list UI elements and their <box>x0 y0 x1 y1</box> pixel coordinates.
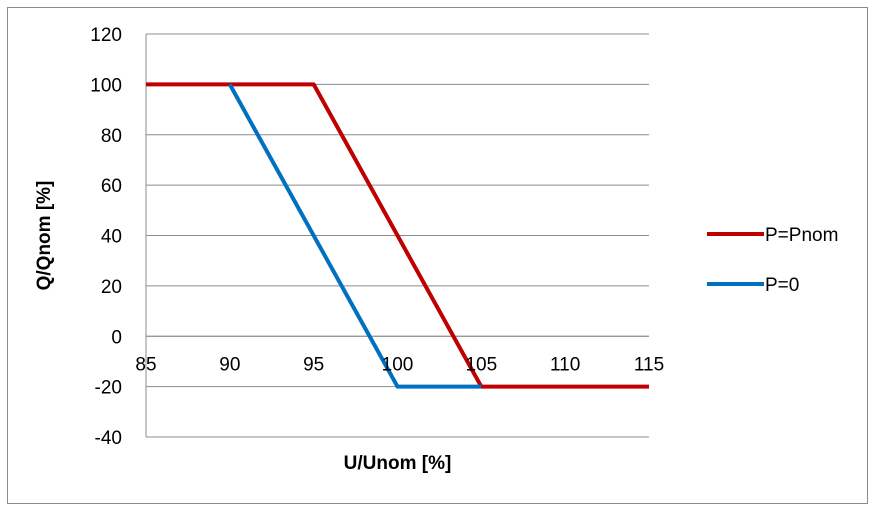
series-lines <box>146 82 649 389</box>
x-tick-label: 105 <box>465 354 497 375</box>
chart-area <box>7 7 868 504</box>
y-tick-label: -40 <box>95 428 122 449</box>
x-tick-labels: 85 90 95 100 105 110 115 <box>135 354 664 375</box>
y-tick-label: 60 <box>101 176 122 197</box>
x-tick-label: 115 <box>634 354 664 375</box>
y-tick-label: 20 <box>101 277 122 298</box>
x-axis-title: U/Unom [%] <box>344 453 452 474</box>
x-tick-label: 110 <box>550 354 580 375</box>
legend-label: P=0 <box>765 275 799 296</box>
y-axis-title: Q/Qnom [%] <box>34 181 55 291</box>
y-tick-label: 100 <box>90 75 122 96</box>
x-tick-label: 90 <box>219 354 240 375</box>
y-tick-label: 40 <box>101 227 122 248</box>
x-tick-label: 100 <box>382 354 414 375</box>
y-tick-labels: 120 100 80 60 40 20 0 -20 -40 <box>90 25 122 449</box>
series-line-p-0 <box>228 83 482 389</box>
x-tick-label: 95 <box>303 354 324 375</box>
y-tick-label: 80 <box>101 126 122 147</box>
y-tick-label: 120 <box>90 25 122 46</box>
legend: P=Pnom P=0 <box>707 225 838 296</box>
x-tick-label: 85 <box>135 354 156 375</box>
legend-label: P=Pnom <box>765 225 838 246</box>
y-tick-label: 0 <box>111 327 122 348</box>
y-tick-label: -20 <box>95 378 122 399</box>
